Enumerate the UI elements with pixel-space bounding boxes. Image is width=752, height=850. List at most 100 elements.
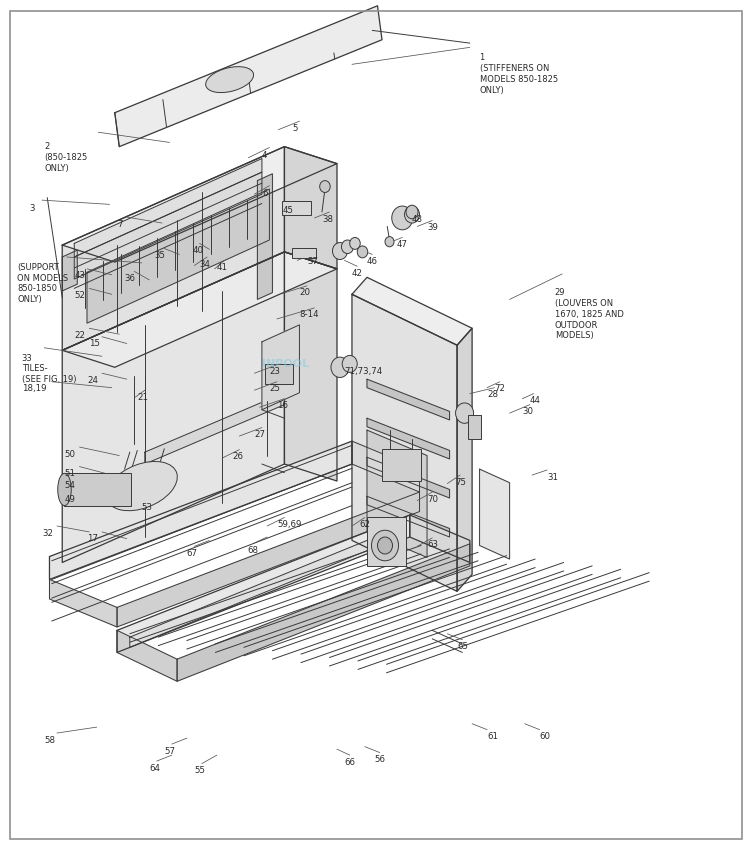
Text: (SUPPORT
ON MODELS
850-1850
ONLY): (SUPPORT ON MODELS 850-1850 ONLY)	[17, 263, 68, 304]
Text: 1
(STIFFENERS ON
MODELS 850-1825
ONLY): 1 (STIFFENERS ON MODELS 850-1825 ONLY)	[480, 54, 558, 94]
Circle shape	[341, 240, 353, 253]
Circle shape	[350, 237, 360, 249]
Text: 23: 23	[269, 367, 280, 377]
Text: 50: 50	[65, 450, 75, 459]
Text: 57: 57	[165, 746, 175, 756]
Text: 4: 4	[262, 151, 268, 160]
Text: 39: 39	[427, 223, 438, 232]
Text: 65: 65	[457, 643, 468, 651]
Text: 35: 35	[155, 251, 165, 260]
Text: 46: 46	[367, 257, 378, 266]
Polygon shape	[284, 147, 337, 269]
Polygon shape	[177, 544, 470, 682]
Text: 29
(LOUVERS ON
1670, 1825 AND
OUTDOOR
MODELS): 29 (LOUVERS ON 1670, 1825 AND OUTDOOR MO…	[555, 288, 623, 340]
Text: 60: 60	[540, 732, 550, 741]
Text: 68: 68	[247, 546, 258, 554]
Polygon shape	[367, 496, 450, 537]
Text: 36: 36	[125, 274, 135, 283]
Text: 54: 54	[65, 481, 75, 490]
Text: 51: 51	[65, 469, 75, 479]
Text: 2
(850-1825
ONLY): 2 (850-1825 ONLY)	[44, 143, 87, 173]
Text: 32: 32	[42, 529, 53, 537]
Circle shape	[405, 206, 420, 223]
Polygon shape	[50, 580, 117, 627]
Polygon shape	[62, 250, 77, 291]
Polygon shape	[367, 457, 450, 498]
Text: 8-14: 8-14	[299, 310, 319, 320]
Text: 6: 6	[262, 189, 268, 198]
Polygon shape	[87, 189, 269, 323]
Text: 45: 45	[282, 206, 293, 215]
Text: 47: 47	[397, 240, 408, 249]
Text: 75: 75	[455, 478, 465, 486]
Circle shape	[371, 530, 399, 561]
Polygon shape	[367, 418, 450, 459]
Text: 55: 55	[194, 766, 205, 775]
Bar	[292, 247, 316, 258]
Bar	[265, 364, 293, 384]
Polygon shape	[130, 525, 405, 648]
Text: 42: 42	[352, 269, 363, 278]
Polygon shape	[262, 325, 299, 410]
Circle shape	[378, 537, 393, 554]
Polygon shape	[145, 393, 284, 464]
Text: 21: 21	[138, 393, 148, 402]
Circle shape	[392, 206, 413, 230]
Text: 56: 56	[374, 755, 386, 764]
Text: 40: 40	[192, 246, 203, 255]
Polygon shape	[352, 441, 420, 492]
Polygon shape	[410, 515, 470, 563]
Polygon shape	[62, 252, 284, 563]
Polygon shape	[117, 515, 410, 653]
Text: 61: 61	[487, 732, 498, 741]
Text: 25: 25	[269, 384, 280, 394]
Bar	[367, 517, 406, 566]
Text: 17: 17	[87, 535, 98, 543]
Text: 41: 41	[217, 263, 228, 272]
Circle shape	[357, 246, 368, 258]
Text: 37: 37	[307, 257, 318, 266]
Ellipse shape	[58, 473, 71, 506]
Ellipse shape	[106, 462, 177, 511]
Text: 28: 28	[487, 390, 498, 400]
Polygon shape	[74, 172, 262, 279]
Text: 44: 44	[530, 396, 541, 405]
Circle shape	[331, 357, 349, 377]
Polygon shape	[480, 469, 510, 559]
Polygon shape	[74, 159, 262, 257]
Polygon shape	[50, 441, 352, 580]
Polygon shape	[62, 147, 337, 262]
Polygon shape	[117, 631, 177, 682]
Text: 26: 26	[232, 452, 243, 462]
Text: 27: 27	[254, 430, 265, 439]
Circle shape	[342, 355, 357, 372]
Polygon shape	[367, 430, 427, 558]
Text: 63: 63	[427, 541, 438, 549]
Text: 64: 64	[150, 763, 160, 773]
Polygon shape	[352, 294, 457, 592]
Polygon shape	[352, 277, 472, 345]
Polygon shape	[367, 379, 450, 420]
Text: 18,19: 18,19	[22, 384, 46, 394]
Circle shape	[332, 242, 347, 259]
Polygon shape	[115, 6, 382, 147]
Bar	[65, 473, 131, 506]
Text: 43: 43	[74, 271, 85, 280]
Bar	[382, 449, 421, 481]
Bar	[468, 415, 481, 439]
Text: 34: 34	[199, 259, 211, 269]
Circle shape	[406, 205, 418, 218]
Text: 52: 52	[74, 291, 85, 300]
Text: 53: 53	[142, 503, 153, 512]
Circle shape	[385, 236, 394, 246]
Circle shape	[456, 403, 474, 423]
Polygon shape	[117, 492, 420, 627]
Text: 24: 24	[87, 376, 98, 385]
Text: 62: 62	[359, 520, 371, 529]
Text: 33
TILES-
(SEE FIG. 19): 33 TILES- (SEE FIG. 19)	[22, 354, 76, 384]
Text: INPOOL: INPOOL	[262, 359, 310, 369]
Text: 31: 31	[547, 473, 558, 481]
Text: 59,69: 59,69	[277, 520, 302, 529]
Text: 15: 15	[89, 339, 100, 348]
Circle shape	[320, 180, 330, 192]
